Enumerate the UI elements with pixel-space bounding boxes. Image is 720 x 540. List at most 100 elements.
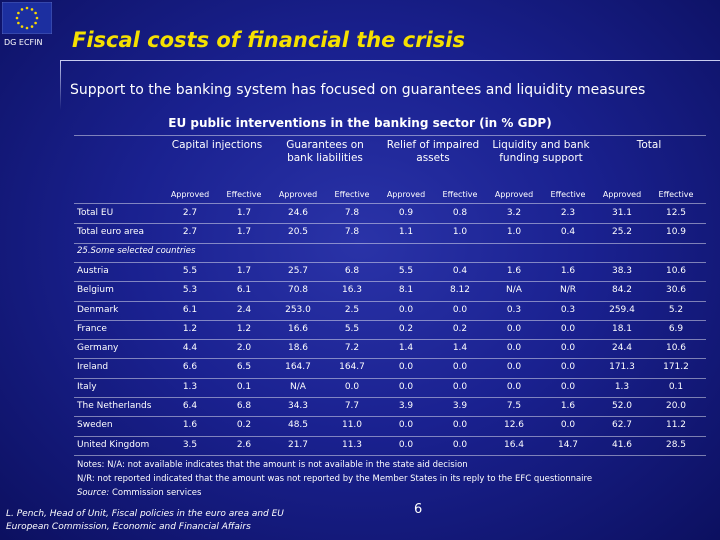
table-rule <box>74 397 706 398</box>
table-cell: 0.0 <box>506 381 522 392</box>
table-cell: 18.1 <box>611 323 633 334</box>
table-cell: 2.3 <box>560 208 576 218</box>
column-subheader: Approved <box>494 190 534 199</box>
column-subheader: Approved <box>386 190 426 199</box>
header-rule <box>60 60 720 61</box>
table-cell: 0.8 <box>452 208 468 218</box>
table-rule <box>74 436 706 437</box>
table-cell: 0.0 <box>452 420 468 431</box>
table-cell: 5.3 <box>182 285 198 296</box>
table-cell: 0.0 <box>398 304 414 315</box>
table-cell: 253.0 <box>285 304 311 315</box>
table-cell: 84.2 <box>611 285 633 296</box>
eu-flag <box>2 2 52 34</box>
row-label: Denmark <box>77 304 119 315</box>
table-cell: 0.3 <box>506 304 522 315</box>
table-cell: 164.7 <box>339 362 365 373</box>
table-cell: 0.0 <box>560 343 576 354</box>
row-label: United Kingdom <box>77 439 150 450</box>
table-rule <box>74 339 706 340</box>
logo-text: DG ECFIN <box>4 38 43 47</box>
table-cell: 0.4 <box>560 227 576 238</box>
column-subheader: Approved <box>278 190 318 199</box>
column-group-header: Total <box>636 139 662 151</box>
table-cell: 0.0 <box>344 381 360 392</box>
table-cell: 14.7 <box>557 439 579 450</box>
row-label: France <box>77 323 107 334</box>
table-cell: 164.7 <box>285 362 311 373</box>
slide-title: Fiscal costs of financial the crisis <box>72 28 465 52</box>
table-rule <box>74 223 706 224</box>
table-rule <box>74 262 706 263</box>
table-cell: 0.0 <box>398 381 414 392</box>
table-cell: 11.2 <box>665 420 687 431</box>
table-cell: 11.3 <box>341 439 363 450</box>
note: N/R: not reported indicated that the amo… <box>77 474 593 484</box>
source-text: Commission services <box>111 488 202 498</box>
table-rule <box>74 320 706 321</box>
column-subheader: Effective <box>442 190 478 199</box>
row-label: Belgium <box>77 285 114 296</box>
table-cell: 1.6 <box>560 265 576 276</box>
table-cell: 2.4 <box>236 304 252 315</box>
table-cell: 6.1 <box>236 285 252 296</box>
table-cell: 0.0 <box>560 420 576 431</box>
table-cell: 8.12 <box>449 285 471 296</box>
table-cell: 7.2 <box>344 343 360 354</box>
table-cell: 1.4 <box>452 343 468 354</box>
table-cell: 5.5 <box>398 265 414 276</box>
column-subheader: Effective <box>658 190 694 199</box>
table-cell: 24.6 <box>287 208 309 218</box>
table-cell: 1.6 <box>560 401 576 411</box>
column-subheader: Effective <box>334 190 370 199</box>
table-cell: 6.5 <box>236 362 252 373</box>
table-cell: 7.8 <box>344 227 360 238</box>
table-cell: 0.0 <box>398 362 414 373</box>
table-cell: 1.7 <box>236 227 252 238</box>
table-cell: 3.2 <box>506 208 522 218</box>
table-cell: 6.8 <box>344 265 360 276</box>
table-cell: 6.4 <box>182 401 198 411</box>
table-cell: 21.7 <box>287 439 309 450</box>
table-cell: 2.7 <box>182 227 198 238</box>
table-cell: 0.0 <box>398 420 414 431</box>
table-cell: 8.1 <box>398 285 414 296</box>
table-cell: 171.2 <box>663 362 689 373</box>
table-cell: 10.9 <box>665 227 687 238</box>
column-group-header: Liquidity and bank funding support <box>492 139 590 164</box>
column-group-header: Guarantees on bank liabilities <box>286 139 364 164</box>
table-rule <box>74 203 706 204</box>
table-cell: 1.3 <box>614 381 630 392</box>
column-subheader: Approved <box>170 190 210 199</box>
column-group-header: Relief of impaired assets <box>386 139 480 164</box>
table-cell: 1.2 <box>182 323 198 334</box>
table-cell: N/A <box>290 381 306 392</box>
note: Notes: N/A: not available indicates that… <box>77 460 468 470</box>
table-rule <box>74 281 706 282</box>
table-cell: 5.5 <box>344 323 360 334</box>
table-cell: 6.8 <box>236 401 252 411</box>
table-cell: 0.0 <box>398 439 414 450</box>
table-cell: 171.3 <box>609 362 635 373</box>
table-rule <box>74 135 706 136</box>
table-cell: 1.7 <box>236 265 252 276</box>
table-cell: 1.2 <box>236 323 252 334</box>
table-rule <box>74 416 706 417</box>
column-subheader: Approved <box>602 190 642 199</box>
table-cell: 4.4 <box>182 343 198 354</box>
table-cell: 0.0 <box>560 323 576 334</box>
table-cell: 16.3 <box>341 285 363 296</box>
table-cell: 52.0 <box>611 401 633 411</box>
header-rule-vertical <box>60 60 61 110</box>
table-cell: 1.1 <box>398 227 414 238</box>
table-cell: 0.3 <box>560 304 576 315</box>
table-title: EU public interventions in the banking s… <box>168 116 552 130</box>
source-label: Source: <box>77 488 110 498</box>
table-cell: 30.6 <box>665 285 687 296</box>
row-label: Italy <box>77 381 97 392</box>
row-label: Total euro area <box>77 227 145 238</box>
row-label: Total EU <box>77 208 114 218</box>
table-cell: 0.1 <box>236 381 252 392</box>
table-cell: 10.6 <box>665 265 687 276</box>
table-rule <box>74 378 706 379</box>
